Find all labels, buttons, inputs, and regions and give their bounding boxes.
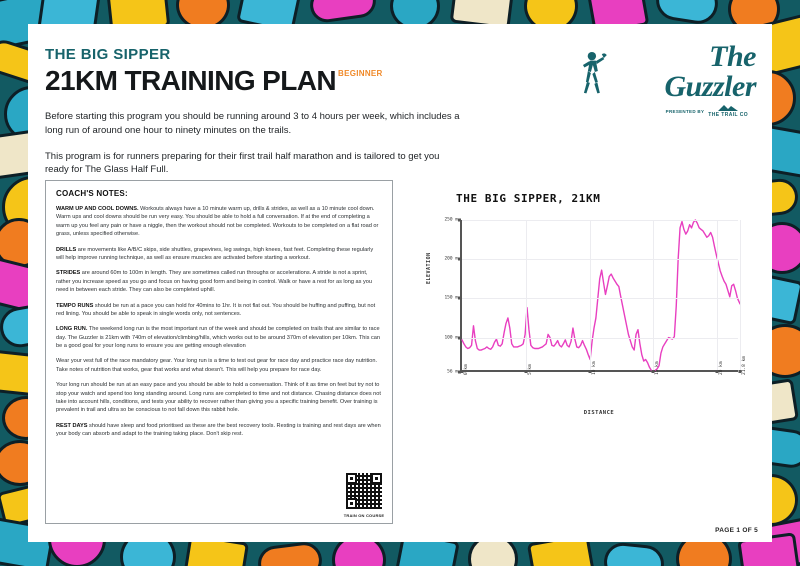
qr-eye bbox=[346, 473, 357, 484]
brand-logo: The Guzzler PRESENTED BY THE TRAIL CO bbox=[576, 40, 757, 118]
partner-logo: THE TRAIL CO bbox=[708, 104, 748, 118]
chart-gridline-horizontal bbox=[462, 337, 738, 339]
chart-y-tick-mark bbox=[458, 257, 461, 261]
chart-x-tick-mark bbox=[715, 370, 719, 373]
chart-y-tick-label: 200 m bbox=[444, 256, 458, 262]
chart-x-tick-mark bbox=[651, 370, 655, 373]
chart-y-tick-mark bbox=[458, 296, 461, 300]
presented-by-label: PRESENTED BY bbox=[665, 108, 705, 114]
intro-paragraph-1: Before starting this program you should … bbox=[45, 111, 460, 136]
logo-wrap: The Guzzler bbox=[576, 40, 757, 103]
qr-block: TRAIN ON COURSE bbox=[341, 471, 387, 518]
chart-gridline-vertical bbox=[740, 220, 741, 370]
chart-gridline-vertical bbox=[589, 220, 591, 370]
chart-x-tick-label: 21.8 km bbox=[742, 356, 747, 375]
coachs-notes-panel: COACH'S NOTES: WARM UP AND COOL DOWNS. W… bbox=[45, 180, 393, 524]
chart-y-tick-mark bbox=[458, 336, 461, 340]
runner-icon bbox=[582, 51, 607, 94]
chart-y-tick-mark bbox=[458, 218, 461, 222]
coachs-notes-list: WARM UP AND COOL DOWNS. Workouts always … bbox=[56, 205, 382, 439]
chart-gridline-horizontal bbox=[462, 298, 738, 300]
chart-y-axis-label: ELEVATION bbox=[426, 252, 432, 284]
intro-paragraph-2: This program is for runners preparing fo… bbox=[45, 150, 440, 176]
coachs-note-paragraph: LONG RUN. The weekend long run is the mo… bbox=[56, 326, 380, 350]
chart-y-tick-label: 56 m bbox=[447, 369, 458, 375]
coachs-note-lead: LONG RUN. bbox=[56, 326, 88, 333]
coachs-note-paragraph: STRIDES are around 60m to 100m in length… bbox=[56, 270, 373, 294]
coachs-note-paragraph: TEMPO RUNS should be run at a pace you c… bbox=[56, 302, 376, 317]
page-header: THE BIG SIPPER 21KM TRAINING PLAN BEGINN… bbox=[45, 46, 383, 95]
coachs-note-lead: STRIDES bbox=[56, 270, 81, 277]
chart-x-tick-label: 20 km bbox=[719, 361, 725, 375]
qr-code-icon[interactable] bbox=[344, 471, 384, 511]
coachs-note-paragraph: WARM UP AND COOL DOWNS. Workouts always … bbox=[56, 206, 379, 238]
brand-name: The Guzzler bbox=[664, 40, 756, 103]
chart-x-axis-label: DISTANCE bbox=[583, 410, 615, 416]
elevation-profile-line bbox=[461, 219, 741, 372]
chart-area: ELEVATION 56 m 100 m 150 m 200 m 250 m 0 km 5 … bbox=[418, 218, 758, 420]
chart-x-tick-label: 10 km bbox=[591, 361, 597, 375]
chart-gridline-vertical bbox=[525, 220, 527, 370]
chart-x-tick-mark bbox=[460, 370, 464, 373]
page-indicator: PAGE 1 OF 5 bbox=[715, 527, 758, 534]
background-sticker bbox=[307, 0, 379, 25]
chart-x-tick-label: 5 km bbox=[527, 364, 533, 375]
partner-name: THE TRAIL CO bbox=[708, 112, 748, 118]
page-eyebrow: THE BIG SIPPER bbox=[45, 46, 171, 63]
chart-title: THE BIG SIPPER, 21KM bbox=[456, 192, 601, 205]
page-title: 21KM TRAINING PLAN bbox=[45, 65, 337, 96]
chart-x-tick-mark bbox=[738, 370, 742, 373]
coachs-note-lead: TEMPO RUNS bbox=[56, 302, 94, 309]
qr-eye bbox=[346, 498, 357, 509]
chart-y-tick-mark bbox=[458, 370, 461, 374]
chart-x-tick-mark bbox=[524, 370, 528, 373]
coachs-note-paragraph: Your long run should be run at an easy p… bbox=[56, 382, 381, 414]
chart-y-tick-label: 150 m bbox=[444, 295, 458, 301]
chart-gridline-vertical bbox=[653, 220, 655, 370]
chart-gridline-vertical bbox=[717, 220, 719, 370]
chart-y-tick-label: 250 m bbox=[444, 217, 458, 223]
elevation-chart-panel: THE BIG SIPPER, 21KM ELEVATION 56 m 100 m… bbox=[418, 164, 758, 524]
coachs-note-lead: DRILLS bbox=[56, 246, 77, 253]
title-row: 21KM TRAINING PLAN BEGINNER bbox=[45, 67, 383, 95]
coachs-note-paragraph: REST DAYS should have sleep and food pri… bbox=[56, 422, 381, 438]
coachs-note-paragraph: Wear your vest full of the race mandator… bbox=[56, 358, 378, 373]
coachs-note-paragraph: DRILLS are movements like A/B/C skips, s… bbox=[56, 246, 374, 261]
chart-x-tick-label: 15 km bbox=[655, 361, 661, 375]
chart-gridline-horizontal bbox=[462, 220, 738, 221]
chart-x-tick-mark bbox=[588, 370, 592, 373]
chart-x-tick-label: 0 km bbox=[464, 364, 469, 375]
coachs-notes-title: COACH'S NOTES: bbox=[56, 189, 128, 198]
coachs-note-lead: REST DAYS bbox=[56, 422, 88, 429]
qr-caption: TRAIN ON COURSE bbox=[343, 513, 385, 518]
coachs-note-lead: WARM UP AND COOL DOWNS. bbox=[56, 206, 139, 212]
intro-text: Before starting this program you should … bbox=[45, 110, 465, 177]
level-badge: BEGINNER bbox=[338, 69, 383, 78]
chart-y-tick-label: 100 m bbox=[444, 335, 458, 341]
background-sticker bbox=[256, 540, 324, 566]
presented-by-row: PRESENTED BY THE TRAIL CO bbox=[576, 104, 748, 118]
mountain-icon bbox=[718, 105, 739, 111]
chart-gridline-horizontal bbox=[462, 259, 738, 261]
background-sticker bbox=[653, 0, 721, 27]
background-sticker bbox=[602, 540, 666, 566]
qr-eye bbox=[371, 473, 382, 484]
chart-plot-area: 56 m 100 m 150 m 200 m 250 m 0 km 5 km 10 km 15 … bbox=[444, 218, 747, 376]
training-plan-page: THE BIG SIPPER 21KM TRAINING PLAN BEGINN… bbox=[28, 24, 772, 542]
